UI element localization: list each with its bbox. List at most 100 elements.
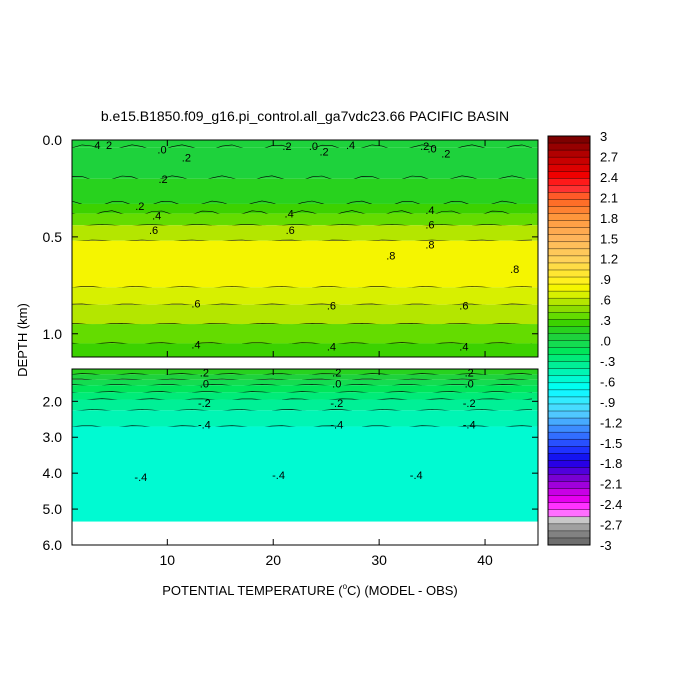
colorbar-swatch <box>548 418 590 426</box>
colorbar-swatch <box>548 474 590 482</box>
contour-label: .6 <box>459 301 468 313</box>
colorbar-swatch <box>548 354 590 363</box>
contour-label: -.2 <box>198 398 211 410</box>
colorbar-label: 2.7 <box>600 149 618 164</box>
contour-band <box>72 385 538 393</box>
colorbar-swatch <box>548 199 590 207</box>
colorbar-swatch <box>548 453 590 461</box>
contour-label: .4 <box>327 341 336 353</box>
contour-label: .0 <box>465 378 474 390</box>
colorbar-label: 3 <box>600 129 607 144</box>
colorbar-label: -2.1 <box>600 477 622 492</box>
colorbar-swatch <box>548 460 590 468</box>
contour-label: .8 <box>510 264 519 276</box>
contour-label: .2 <box>465 368 474 380</box>
y-tick-label: 6.0 <box>43 537 63 553</box>
colorbar-swatch <box>548 495 590 504</box>
colorbar-swatch <box>548 375 590 384</box>
colorbar-swatch <box>548 396 590 405</box>
colorbar-swatch <box>548 488 590 497</box>
colorbar-swatch <box>548 157 590 165</box>
contour-band <box>72 225 538 241</box>
lower-depth-panel: .2.2.2.0.0.0-.2 -.2 -.2-.4 -.4 -.4-.4 -.4 -.42… <box>43 368 539 553</box>
contour-label: .4 <box>285 209 294 221</box>
colorbar-swatch <box>548 291 590 299</box>
colorbar-label: -3 <box>600 538 612 553</box>
contour-band <box>72 410 538 427</box>
colorbar-swatch <box>548 241 590 250</box>
contour-label: -.4 <box>198 420 211 432</box>
x-tick-label: 20 <box>265 552 281 568</box>
contour-label: .6 <box>149 225 158 237</box>
contour-label: .6 <box>327 301 336 313</box>
x-axis-label-degree: o <box>343 582 348 591</box>
x-axis: 10 20 30 40 <box>160 140 493 568</box>
contour-label: .0 <box>427 144 436 156</box>
colorbar-label: -1.8 <box>600 456 622 471</box>
colorbar-swatch <box>548 227 590 236</box>
y-tick-label: 0.0 <box>43 132 63 148</box>
y-tick-label: 5.0 <box>43 501 63 517</box>
contour-label: .6 <box>425 219 434 231</box>
colorbar-label: 1.2 <box>600 252 618 267</box>
colorbar-label: -2.7 <box>600 518 622 533</box>
colorbar-swatch <box>548 150 590 158</box>
colorbar-swatch <box>548 326 590 334</box>
colorbar-swatch <box>548 530 590 539</box>
colorbar-swatch <box>548 523 590 532</box>
contour-label: .0 <box>309 141 318 153</box>
colorbar-swatch <box>548 277 590 285</box>
colorbar-swatch <box>548 347 590 356</box>
y-axis-label: DEPTH (km) <box>15 303 30 377</box>
contour-band <box>72 213 538 226</box>
y-tick-label: 3.0 <box>43 429 63 445</box>
colorbar-swatch <box>548 262 590 271</box>
contour-label: .8 <box>425 240 434 252</box>
contour-label: .4 <box>425 205 434 217</box>
colorbar-swatch <box>548 298 590 306</box>
chart-title: b.e15.B1850.f09_g16.pi_control.all_ga7vd… <box>101 108 509 124</box>
colorbar: 3 2.7 2.4 2.1 1.8 1.5 1.2 .9 .6 .3 .0 -.3 -.6 -.9 -1.2… <box>547 129 622 553</box>
contour-band <box>72 147 538 179</box>
contour-label: .4 <box>459 341 468 353</box>
colorbar-swatch <box>548 361 590 370</box>
x-tick-label: 40 <box>477 552 493 568</box>
contour-band <box>72 203 538 214</box>
colorbar-swatch <box>548 164 590 172</box>
contour-band <box>72 426 538 522</box>
colorbar-swatch <box>548 403 590 412</box>
colorbar-swatch <box>548 312 590 320</box>
x-axis-label-main: POTENTIAL TEMPERATURE ( <box>162 583 343 598</box>
colorbar-swatch <box>548 143 590 151</box>
colorbar-swatch <box>548 368 590 377</box>
colorbar-label: -.6 <box>600 374 615 389</box>
colorbar-label: -1.5 <box>600 436 622 451</box>
contour-label: -.2 <box>463 398 476 410</box>
no-data-region <box>72 521 538 545</box>
x-tick-label: 30 <box>371 552 387 568</box>
contour-label: .4 <box>152 211 161 223</box>
colorbar-swatch <box>548 439 590 447</box>
panel-frame <box>71 139 539 358</box>
y-tick-label: 2.0 <box>43 393 63 409</box>
contour-label: .2 <box>158 174 167 186</box>
colorbar-swatch <box>548 269 590 278</box>
colorbar-swatch <box>548 185 590 193</box>
contour-label: .2 <box>200 368 209 380</box>
colorbar-swatch <box>548 382 590 391</box>
colorbar-swatch <box>548 509 590 518</box>
colorbar-swatch <box>548 220 590 229</box>
contour-band <box>72 178 538 204</box>
contour-label: -.4 <box>330 420 343 432</box>
contour-label: .2 <box>182 152 191 164</box>
contour-band <box>72 287 538 305</box>
contour-label: .0 <box>332 378 341 390</box>
contour-label: .6 <box>286 225 295 237</box>
colorbar-swatch <box>548 411 590 419</box>
contour-label: .4 <box>346 140 355 152</box>
y-tick-label: 0.5 <box>43 229 63 245</box>
colorbar-swatch <box>548 206 590 214</box>
colorbar-swatch <box>548 432 590 440</box>
contour-band <box>72 343 538 357</box>
contour-label: .8 <box>386 250 395 262</box>
